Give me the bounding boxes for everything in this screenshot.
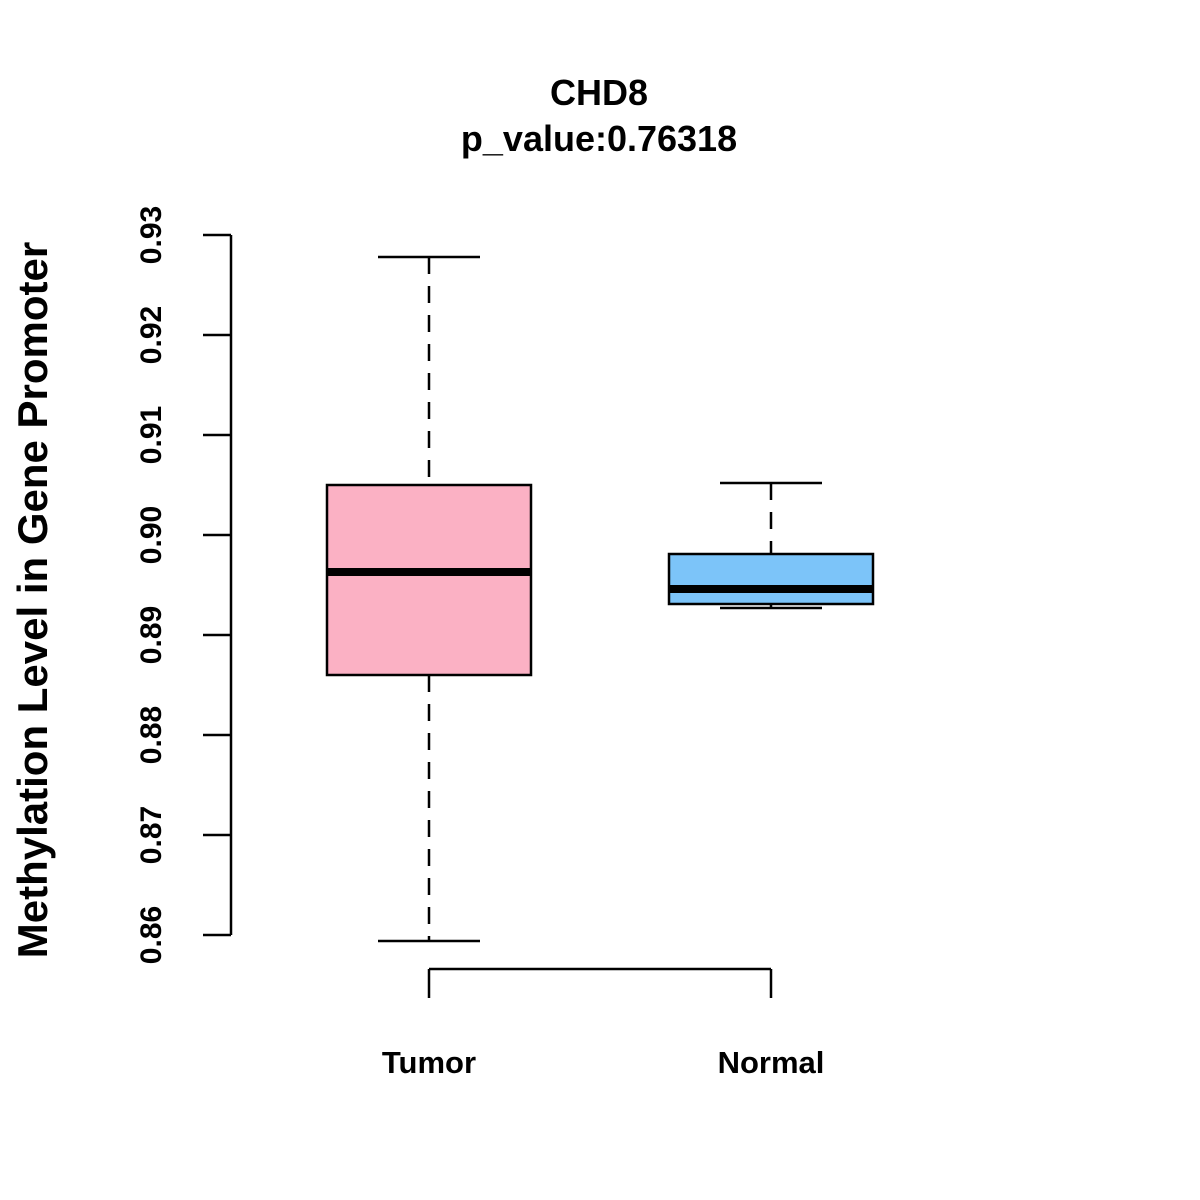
iqr-box (325, 483, 533, 677)
chart-subtitle: p_value:0.76318 (461, 118, 737, 159)
y-tick-label: 0.87 (135, 806, 168, 864)
y-tick-label: 0.93 (135, 206, 168, 264)
boxes (325, 255, 875, 943)
x-tick-label: Normal (718, 1045, 825, 1080)
y-tick-label: 0.92 (135, 306, 168, 364)
box-normal (667, 481, 875, 610)
iqr-box (667, 552, 875, 606)
x-axis: Tumor Normal (382, 967, 825, 1080)
y-tick-label: 0.89 (135, 606, 168, 664)
y-tick-label: 0.88 (135, 706, 168, 764)
y-tick-label: 0.86 (135, 906, 168, 964)
x-tick-label: Tumor (382, 1045, 476, 1080)
y-axis-label: Methylation Level in Gene Promoter (9, 242, 56, 958)
y-tick-label: 0.90 (135, 506, 168, 564)
y-tick-label: 0.91 (135, 406, 168, 464)
y-axis: 0.86 0.87 0.88 0.89 0.90 0.91 0.92 0.93 (135, 206, 233, 964)
box-tumor (325, 255, 533, 943)
chart-title: CHD8 (550, 72, 648, 113)
